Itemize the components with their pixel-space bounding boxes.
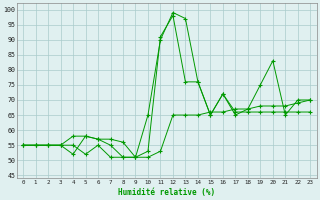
X-axis label: Humidité relative (%): Humidité relative (%) (118, 188, 215, 197)
